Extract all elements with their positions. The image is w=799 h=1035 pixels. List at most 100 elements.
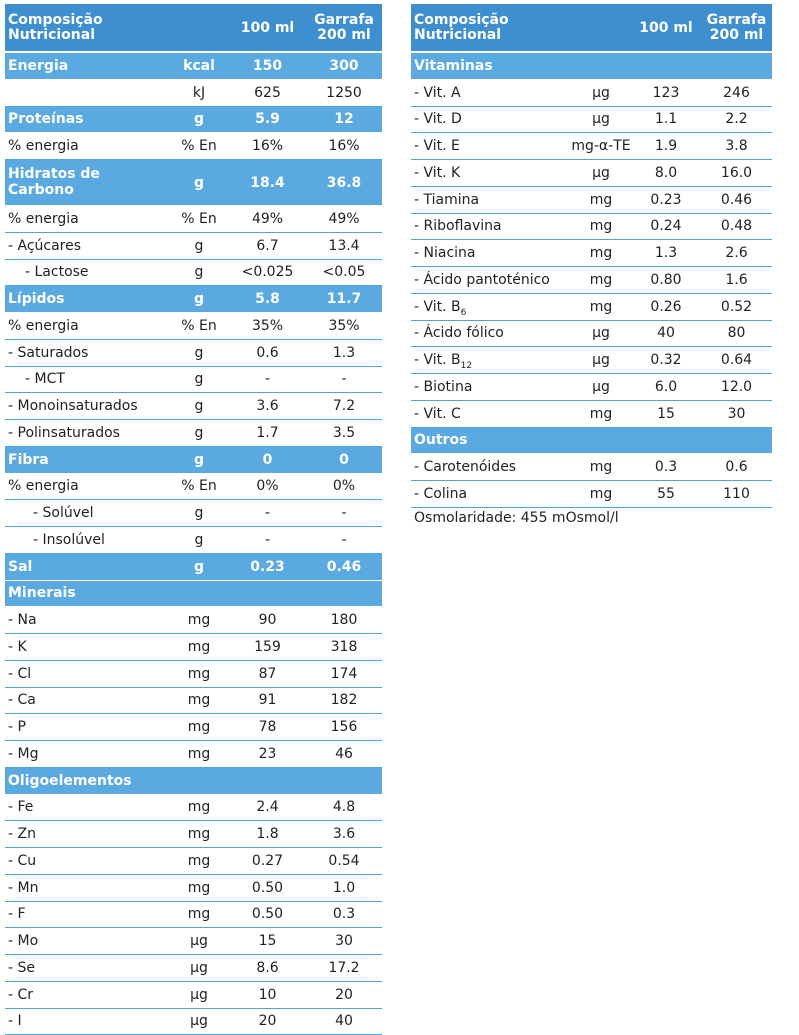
row-value-bottle: 1250 [306,79,382,107]
row-unit: mg [169,820,229,848]
table-row-saturados: - Saturados g 0.6 1.3 [5,339,382,367]
row-unit: mg [169,713,229,741]
row-value-100ml: - [229,499,306,527]
table-row-vit-b: - Vit. B12 µg 0.32 0.64 [411,346,772,374]
row-label: - Mo [5,927,169,955]
row-value-100ml: 0% [229,473,306,501]
row-value-bottle: 16.0 [701,159,772,187]
row-label: Minerais [5,580,169,608]
row-unit: % En [169,132,229,160]
row-value-bottle: 30 [701,400,772,428]
row-unit: µg [169,981,229,1009]
table-row-ca: - Ca mg 91 182 [5,687,382,715]
row-label: - F [5,901,169,929]
row-unit: kJ [169,79,229,107]
row-value-100ml: 0.23 [229,553,306,581]
table-row-acido-pantotenico: - Ácido pantoténico mg 0.80 1.6 [411,266,772,294]
row-value-100ml: 0.80 [631,266,701,294]
row-label: - Biotina [411,373,571,401]
row-value-bottle: 1.3 [306,339,382,367]
row-label [5,79,169,107]
row-value-100ml [631,427,701,455]
table-row-energia: % energia% En 35% 35% [5,312,382,340]
row-value-bottle: 0.3 [306,901,382,929]
row-unit: g [169,232,229,260]
row-label: - Açúcares [5,232,169,260]
row-value-100ml [229,767,306,795]
row-value-bottle: 0.54 [306,847,382,875]
row-value-100ml: 40 [631,320,701,348]
row-unit: mg [169,633,229,661]
row-value-bottle: 110 [701,480,772,508]
osmolarity-note: Osmolaridade: 455 mOsmol/l [414,510,619,526]
row-value-100ml: 87 [229,660,306,688]
row-label: % energia [5,312,169,340]
row-unit: mg [169,874,229,902]
row-unit: mg [571,213,631,241]
table-row-mg: - Mg mg 23 46 [5,740,382,768]
section-row-oligoelementos: Oligoelementos [5,767,382,795]
row-value-100ml: 123 [631,79,701,107]
row-value-100ml: 91 [229,687,306,715]
header-per-100ml: 100 ml [631,4,701,53]
row-value-bottle: 1.6 [701,266,772,294]
section-row-lipidos: Lípidos g 5.8 11.7 [5,285,382,313]
row-unit: mg [571,400,631,428]
row-value-bottle: 156 [306,713,382,741]
row-label: Proteínas [5,106,169,134]
row-value-100ml: 150 [229,52,306,80]
row-unit: mg [169,847,229,875]
table-row-cr: - Cr µg 10 20 [5,981,382,1009]
row-value-bottle: 3.6 [306,820,382,848]
row-label: - Lactose [5,259,169,287]
nutrition-table-right: Composição Nutricional 100 ml Garrafa 200 … [411,4,772,508]
row-value-bottle: 12.0 [701,373,772,401]
row-unit: mg [571,266,631,294]
header-unit [169,4,229,53]
row-label: - Vit. A [411,79,571,107]
table-row-se: - Se µg 8.6 17.2 [5,954,382,982]
row-unit: µg [571,346,631,374]
table-row-biotina: - Biotina µg 6.0 12.0 [411,373,772,401]
row-label: - Polinsaturados [5,419,169,447]
row-label: - Cr [5,981,169,1009]
row-label: - Colina [411,480,571,508]
row-value-100ml: 15 [631,400,701,428]
table-row-mo: - Mo µg 15 30 [5,927,382,955]
row-unit: µg [169,954,229,982]
row-label: - Monoinsaturados [5,392,169,420]
row-value-100ml: 1.8 [229,820,306,848]
row-label: Outros [411,427,571,455]
row-label: - Carotenóides [411,453,571,481]
row-value-bottle: 0 [306,446,382,474]
section-row-proteinas: Proteínas g 5.9 12 [5,106,382,134]
row-value-100ml: 20 [229,1008,306,1035]
row-value-bottle: 16% [306,132,382,160]
row-value-100ml: <0.025 [229,259,306,287]
row-label: - Niacina [411,239,571,267]
row-unit: g [169,553,229,581]
table-row-colina: - Colina mg 55 110 [411,480,772,508]
row-value-bottle: 0.52 [701,293,772,321]
row-value-100ml: 16% [229,132,306,160]
row-unit [169,580,229,608]
row-label: - Vit. B6 [411,293,571,321]
table-row-cl: - Cl mg 87 174 [5,660,382,688]
row-label: - Mn [5,874,169,902]
row-label: - Fe [5,794,169,822]
row-value-100ml: 55 [631,480,701,508]
row-label: - Ácido pantoténico [411,266,571,294]
row-unit: mg [571,186,631,214]
row-label: % energia [5,473,169,501]
row-unit: µg [571,373,631,401]
row-value-100ml: 15 [229,927,306,955]
row-label: - Mg [5,740,169,768]
row-label: - Vit. B12 [411,346,571,374]
row-unit: kcal [169,52,229,80]
table-row-vit-b: - Vit. B6 mg 0.26 0.52 [411,293,772,321]
row-value-100ml: 8.6 [229,954,306,982]
